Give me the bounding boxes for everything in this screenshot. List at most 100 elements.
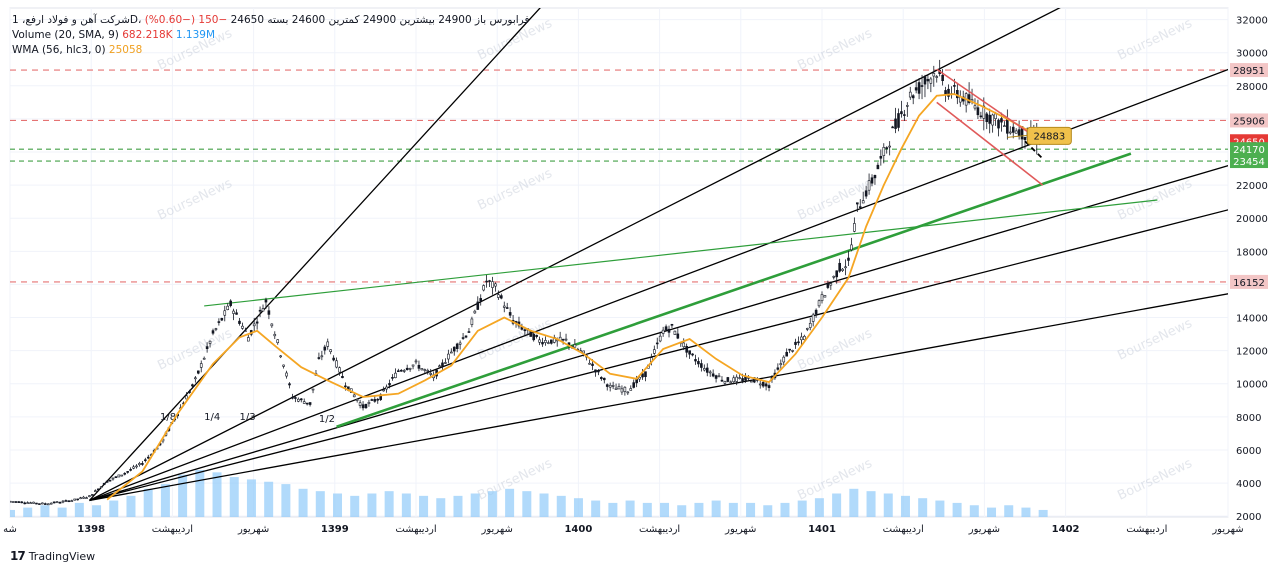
candle-body <box>926 79 930 82</box>
tradingview-text: TradingView <box>28 549 96 563</box>
volume-bar <box>780 502 790 517</box>
candle-body <box>235 312 238 315</box>
candle-body <box>638 376 641 380</box>
candle-body <box>341 376 344 379</box>
candle-body <box>791 350 794 352</box>
candle-body <box>758 383 762 386</box>
volume-bar <box>92 505 102 517</box>
candle-body <box>20 501 24 504</box>
candle-body <box>129 469 132 471</box>
candle-body <box>803 335 806 341</box>
candle-body <box>329 349 332 353</box>
y-tick-label: 22000 <box>1236 181 1268 192</box>
candle-body <box>850 244 853 251</box>
volume-bar <box>453 495 463 517</box>
candle-body <box>738 377 741 379</box>
candle-body <box>217 321 221 323</box>
candle-body <box>35 502 38 505</box>
candle-body <box>600 377 603 380</box>
volume-bar <box>935 500 945 517</box>
candle-body <box>408 367 412 370</box>
candle-body <box>64 500 68 502</box>
volume-sma-value: 1.139M <box>175 29 216 41</box>
candle-body <box>405 367 409 371</box>
volume-bar <box>918 498 928 517</box>
candle-body <box>302 401 306 404</box>
candle-body <box>120 474 124 477</box>
candle-body <box>561 338 565 341</box>
candle-body <box>991 114 994 126</box>
candle-body <box>714 375 718 379</box>
volume-bar <box>10 509 15 517</box>
price-scale-tag-text: 24170 <box>1233 145 1265 156</box>
volume-bar <box>728 502 738 517</box>
x-tick-label: 1402 <box>1052 524 1080 535</box>
candle-body <box>900 111 903 115</box>
candle-body <box>838 262 841 272</box>
candle-body <box>52 501 56 504</box>
candle-body <box>391 377 394 379</box>
candle-body <box>544 340 547 343</box>
candle-body <box>700 363 703 368</box>
candle-body <box>285 372 288 377</box>
volume-bar <box>436 498 446 517</box>
candle-body <box>705 367 709 373</box>
candle-body <box>876 164 880 170</box>
candle-body <box>458 342 462 345</box>
candle-body <box>208 340 212 344</box>
candle-body <box>882 147 886 156</box>
candle-body <box>694 359 697 362</box>
volume-bar <box>866 491 876 517</box>
volume-bar <box>660 502 670 517</box>
fan-line <box>89 164 1228 502</box>
candle-body <box>399 369 403 372</box>
fan-ratio-label: 1/2 <box>319 414 335 425</box>
candle-body <box>935 76 939 78</box>
x-tick-label: شهریور <box>1211 524 1243 535</box>
volume-bar <box>109 500 119 517</box>
plot-border <box>9 7 1229 518</box>
price-chart[interactable]: 2000400060008000100001200014000160001800… <box>0 0 1280 540</box>
candle-body <box>658 335 662 342</box>
candle-body <box>299 398 303 401</box>
candle-body <box>888 145 891 148</box>
volume-bar <box>573 498 583 517</box>
candle-body <box>723 381 727 384</box>
volume-bar <box>1021 507 1031 517</box>
candle-body <box>79 497 82 500</box>
candle-body <box>479 298 483 302</box>
x-tick-label: 1400 <box>564 524 592 535</box>
green-trendline <box>336 152 1132 429</box>
price-scale-tag-text: 23454 <box>1233 157 1265 168</box>
candle-body <box>420 368 424 371</box>
candle-body <box>70 500 74 502</box>
candle-body <box>320 355 324 358</box>
legend-wma-row: WMA (56, hlc3, 0) 25058 <box>12 43 529 58</box>
candle-body <box>76 498 79 501</box>
candle-body <box>238 320 241 324</box>
candle-body <box>1023 137 1027 140</box>
x-tick-label: اردیبهشت <box>1126 524 1167 535</box>
candle-body <box>32 501 35 504</box>
volume-bar <box>487 491 497 517</box>
candle-body <box>808 322 812 328</box>
candle-body <box>447 353 450 360</box>
candle-body <box>282 364 285 367</box>
volume-bar <box>384 491 394 517</box>
x-tick-label: اردیبهشت <box>152 524 193 535</box>
candle-body <box>388 383 391 386</box>
x-tick-label: شه <box>3 524 17 535</box>
candle-body <box>267 310 271 315</box>
candle-body <box>841 268 844 271</box>
tradingview-logo[interactable]: 𝟭𝟳 TradingView <box>10 549 95 563</box>
candle-body <box>273 333 277 337</box>
candle-body <box>61 500 65 503</box>
candle-body <box>352 394 356 398</box>
candle-body <box>94 490 97 492</box>
candle-body <box>55 501 59 504</box>
candle-body <box>441 362 444 367</box>
candle-body <box>58 502 62 504</box>
volume-bar <box>367 493 377 517</box>
candle-body <box>144 459 147 461</box>
candle-body <box>67 500 71 503</box>
